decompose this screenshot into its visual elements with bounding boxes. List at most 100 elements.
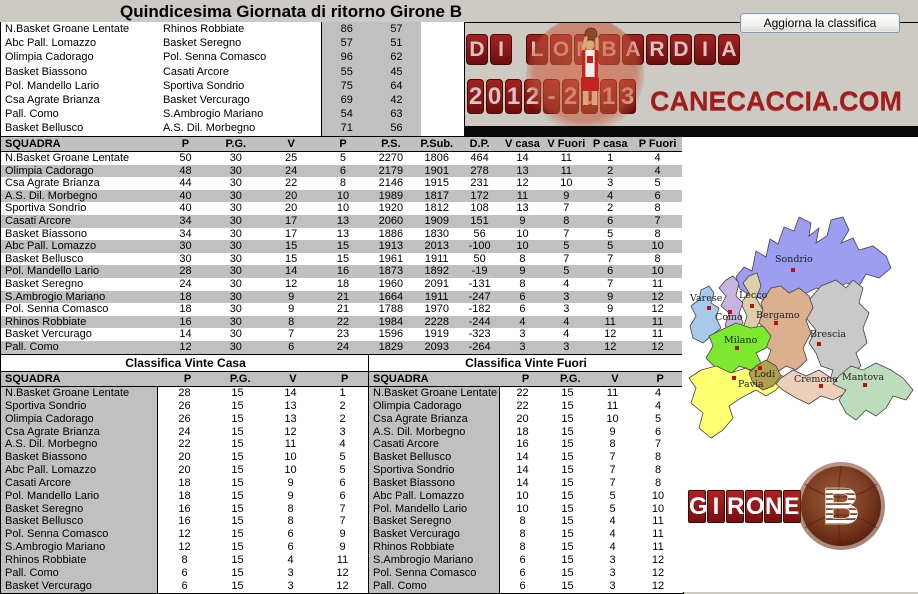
column-header: P casa xyxy=(592,138,628,150)
stat-value: 5 xyxy=(563,240,570,253)
team-name: A.S. Dil. Morbegno xyxy=(5,189,98,202)
stat-value: 18 xyxy=(179,290,192,303)
team-name: Sportiva Sondrio xyxy=(162,79,245,92)
stat-value: 21 xyxy=(336,303,350,316)
stat-value: 11 xyxy=(284,438,297,451)
stat-value: 12 xyxy=(336,566,349,579)
score-value: 71 xyxy=(320,121,372,136)
city-label-bergamo: Bergamo xyxy=(756,310,800,321)
stat-value: 22 xyxy=(285,177,298,190)
table-row: A.S. Dil. Morbegno 40 30 20 10 1989 1817 172 11 9… xyxy=(1,189,683,203)
table-row: Basket Vercurago 8 15 4 11 xyxy=(369,528,683,542)
stat-value: 11 xyxy=(651,328,664,341)
table-row: Pol. Senna Comasco 6 15 3 12 xyxy=(369,566,683,580)
stat-value: 12 xyxy=(651,553,665,566)
stat-value: -323 xyxy=(468,328,491,341)
stat-value: 3 xyxy=(609,553,616,566)
girone-letter-block: O xyxy=(745,490,765,523)
city-label-lecco: Lecco xyxy=(739,290,768,301)
table-row: Basket Biassono 20 15 10 5 xyxy=(1,451,370,465)
stat-value: 15 xyxy=(561,476,574,489)
stat-value: 12 xyxy=(651,566,665,579)
city-dot-bergamo xyxy=(774,321,778,325)
stat-value: 22 xyxy=(336,315,350,328)
stat-value: 5 xyxy=(654,412,662,425)
table-row: Rhinos Robbiate 16 30 8 22 1984 2228 -244 4 4 11 11 xyxy=(1,315,683,329)
team-name: A.S. Dil. Morbegno xyxy=(1,438,158,452)
stat-value: 14 xyxy=(179,328,192,341)
stat-value: 12 xyxy=(651,340,664,353)
score-value: 57 xyxy=(371,22,422,37)
stat-value: 28 xyxy=(178,387,191,399)
stat-value: 6 xyxy=(181,566,188,579)
league-banner: DILOMBARDIA 2012-2013 CANECACCIA.COM xyxy=(464,23,918,136)
result-row: Basket Bellusco A.S. Dil. Morbegno 71 56 xyxy=(1,121,464,136)
table-row: Basket Seregno 16 15 8 7 xyxy=(1,502,370,516)
stat-value: 2228 xyxy=(424,315,449,328)
away-wins-title: Classifica Vinte Fuori xyxy=(369,354,683,372)
stat-value: 6 xyxy=(654,189,661,202)
stat-value: 21 xyxy=(336,290,350,303)
stat-value: 7 xyxy=(607,277,614,290)
stat-value: 20 xyxy=(516,412,529,425)
table-row: S.Ambrogio Mariano 12 15 6 9 xyxy=(1,541,370,554)
letter-block: 1 xyxy=(505,79,522,114)
team-name: Csa Agrate Brianza xyxy=(369,412,500,426)
stat-value: 13 xyxy=(336,227,350,240)
empty-cell xyxy=(421,36,464,50)
stat-value: 9 xyxy=(607,290,614,303)
stat-value: 10 xyxy=(516,227,529,240)
city-dot-varese xyxy=(707,306,711,310)
stat-value: 12 xyxy=(285,277,298,290)
stat-value: 10 xyxy=(651,265,664,278)
team-name: Basket Seregno xyxy=(162,37,242,50)
stat-value: 50 xyxy=(473,252,486,265)
stat-value: -247 xyxy=(468,290,491,303)
stat-value: 172 xyxy=(470,189,489,202)
empty-cell xyxy=(421,22,464,36)
city-label-varese: Varese xyxy=(689,293,723,304)
stat-value: 15 xyxy=(336,240,350,253)
team-name: Basket Bellusco xyxy=(5,122,84,135)
stat-value: 8 xyxy=(654,464,662,477)
stat-value: 11 xyxy=(652,515,664,528)
stat-value: 4 xyxy=(339,438,346,451)
result-row: Csa Agrate Brianza Basket Vercurago 69 42 xyxy=(1,92,464,108)
stat-value: 18 xyxy=(178,489,191,502)
stat-value: 22 xyxy=(516,399,529,412)
stat-value: 9 xyxy=(607,303,614,316)
stat-value: 10 xyxy=(516,502,529,515)
stat-value: 1989 xyxy=(378,189,404,202)
update-standings-button[interactable]: Aggiorna la classifica xyxy=(740,13,900,33)
stat-value: 1 xyxy=(607,152,614,164)
table-row: A.S. Dil. Morbegno 18 15 9 6 xyxy=(369,425,683,439)
table-row: Sportiva Sondrio 14 15 7 8 xyxy=(369,464,683,477)
stat-value: 22 xyxy=(516,387,529,399)
stat-value: 15 xyxy=(561,425,574,438)
stat-value: 231 xyxy=(470,177,489,190)
stat-value: 40 xyxy=(179,189,192,202)
column-header: D.P. xyxy=(469,138,490,150)
stat-value: 30 xyxy=(229,152,242,164)
stat-value: 8 xyxy=(181,553,188,566)
team-name: A.S. Dil. Morbegno xyxy=(162,122,256,135)
stat-value: 12 xyxy=(651,579,665,592)
stat-value: 20 xyxy=(285,189,298,202)
stat-value: 15 xyxy=(231,553,244,566)
column-header: P.G. xyxy=(229,373,251,385)
team-name: Basket Vercurago xyxy=(369,528,500,542)
stat-value: 7 xyxy=(563,252,570,265)
stat-value: 13 xyxy=(284,399,297,412)
city-dot-lecco xyxy=(750,304,754,308)
stat-value: 3 xyxy=(609,579,616,592)
team-name: Pall. Como xyxy=(369,579,500,593)
team-name: Rhinos Robbiate xyxy=(162,23,245,35)
stat-value: 14 xyxy=(284,387,297,399)
stat-value: 20 xyxy=(178,464,191,477)
stat-value: 23 xyxy=(336,328,350,341)
girone-letter-block: G xyxy=(688,490,708,523)
column-header: P xyxy=(340,373,349,385)
stat-value: 11 xyxy=(651,277,664,290)
table-row: Sportiva Sondrio 26 15 13 2 xyxy=(1,399,370,413)
stat-value: 17 xyxy=(285,214,298,227)
